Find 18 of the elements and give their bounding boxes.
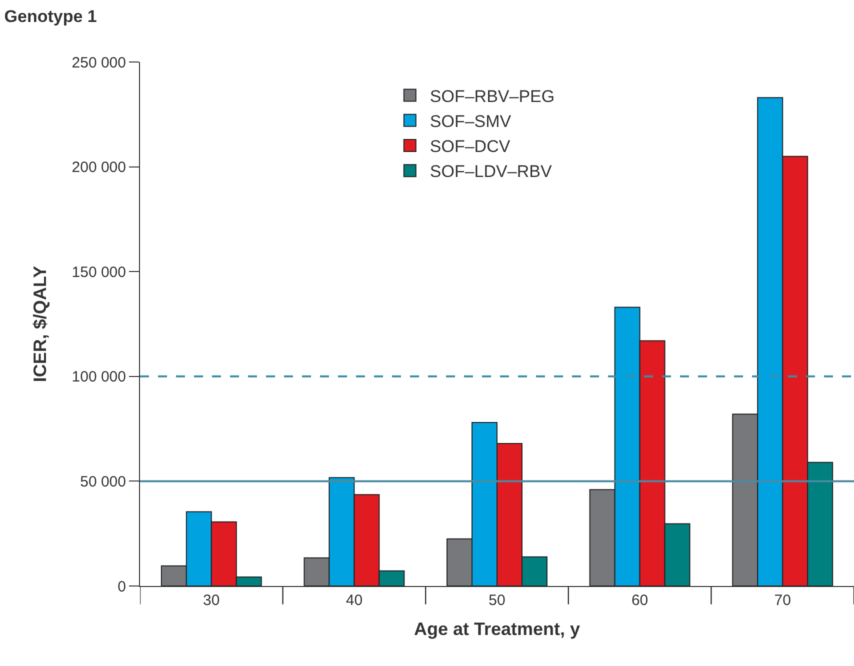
y-tick-label: 50 000	[80, 473, 126, 490]
y-tick-label: 150 000	[72, 264, 126, 281]
x-tick-label: 40	[346, 592, 363, 609]
legend-label: SOF–DCV	[430, 137, 511, 156]
x-tick-label: 30	[203, 592, 220, 609]
legend-label: SOF–LDV–RBV	[430, 162, 552, 182]
legend-label: SOF–SMV	[430, 112, 512, 131]
chart-title: Genotype 1	[4, 6, 97, 26]
legend-label: SOF–RBV–PEG	[430, 86, 555, 106]
y-axis-title: ICER, $/QALY	[30, 266, 50, 382]
x-tick-label: 50	[488, 592, 506, 609]
y-tick-label: 250 000	[72, 54, 126, 72]
x-tick-label: 70	[774, 592, 791, 609]
x-axis-title: Age at Treatment, y	[414, 619, 580, 640]
x-tick-label: 60	[631, 592, 648, 609]
y-tick-label: 100 000	[72, 368, 126, 386]
y-tick-label: 200 000	[72, 159, 126, 176]
y-tick-label: 0	[118, 578, 126, 596]
